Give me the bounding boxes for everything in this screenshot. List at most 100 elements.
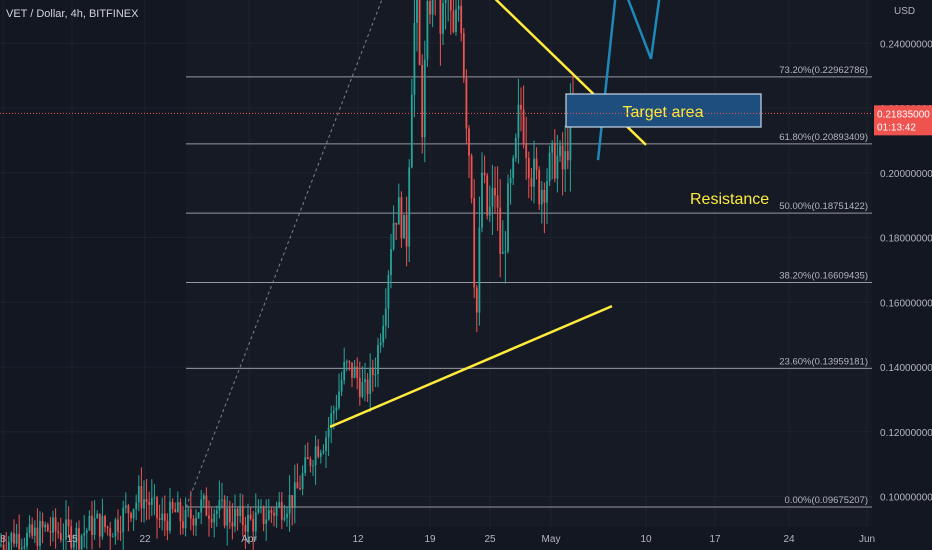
candle-body <box>98 513 101 537</box>
candle-body <box>226 508 229 526</box>
candle-body <box>384 308 387 326</box>
target-area-label: Target area <box>623 104 704 121</box>
candle-body <box>382 325 385 343</box>
candle-body <box>13 533 15 544</box>
candle-body <box>548 152 551 182</box>
current-price-tag <box>874 105 932 136</box>
projection-arrow <box>596 0 661 161</box>
candle-body <box>163 513 166 521</box>
candle-body <box>387 275 390 309</box>
candle-body <box>559 145 561 156</box>
candle-body <box>72 542 75 548</box>
candle-body <box>270 510 273 513</box>
candle-body <box>397 197 400 225</box>
candle-body <box>408 167 411 247</box>
candle-body <box>153 497 156 499</box>
candle-body <box>343 361 346 381</box>
candle-body <box>390 249 392 276</box>
candle-body <box>312 465 314 467</box>
candle-body <box>468 128 470 156</box>
candle-body <box>538 170 541 205</box>
candle-body <box>319 452 322 457</box>
candle-body <box>200 499 203 513</box>
candle-body <box>564 151 567 170</box>
candle-body <box>501 251 504 254</box>
candle-body <box>527 158 530 179</box>
candle-body <box>330 413 333 428</box>
candle-body <box>52 517 54 533</box>
x-tick-label: 24 <box>783 534 795 545</box>
candle-body <box>244 524 247 532</box>
candle-body <box>288 495 291 514</box>
y-tick-label: 0.20000000 <box>880 169 932 180</box>
drawings: Target area Resistance <box>0 0 872 508</box>
candle-body <box>283 517 286 520</box>
candle-body <box>377 344 379 374</box>
candle-body <box>512 158 515 179</box>
fib-label: 0.00%(0.09675207) <box>785 495 868 506</box>
candle-body <box>234 509 236 527</box>
candle-body <box>210 518 213 523</box>
candle-body <box>28 524 31 533</box>
candle-body <box>187 509 190 511</box>
candle-body <box>348 361 351 363</box>
candle-body <box>540 189 543 205</box>
candle-body <box>106 526 109 529</box>
target-area-box <box>565 93 762 128</box>
candle-body <box>41 520 44 528</box>
candle-body <box>351 362 353 378</box>
candle-body <box>117 519 119 532</box>
candle-body <box>122 507 125 532</box>
candle-body <box>174 509 177 513</box>
candle-body <box>262 506 265 524</box>
candle-body <box>371 367 374 376</box>
candle-body <box>533 158 535 187</box>
candle-body <box>356 366 359 378</box>
candle-body <box>421 64 424 138</box>
candle-body <box>395 222 398 225</box>
candle-body <box>543 189 546 203</box>
candle-body <box>499 207 502 254</box>
candle-body <box>449 0 452 11</box>
candle-body <box>486 175 489 216</box>
candle-body <box>218 500 221 511</box>
fib-label: 61.80%(0.20893409) <box>779 132 868 143</box>
candle-body <box>247 514 249 532</box>
candle-body <box>517 104 520 138</box>
candle-body <box>286 513 288 518</box>
candle-body <box>70 526 73 548</box>
candle-body <box>78 527 80 550</box>
candles <box>0 0 577 550</box>
candle-body <box>260 506 262 509</box>
candle-body <box>197 512 200 518</box>
candle-body <box>309 458 312 466</box>
y-tick-label: 0.18000000 <box>880 234 932 245</box>
candle-body <box>426 0 429 60</box>
candle-body <box>366 379 369 395</box>
candle-body <box>304 457 307 474</box>
candle-body <box>231 522 234 527</box>
candle-body <box>400 197 403 239</box>
x-axis: 8 15 22 Apr 12 19 25 May 10 17 24 Jun <box>0 534 875 545</box>
x-tick-label: 12 <box>352 534 364 545</box>
candle-body <box>509 178 512 184</box>
candle-body <box>423 59 426 138</box>
candle-body <box>535 158 538 171</box>
candle-body <box>280 502 283 520</box>
candle-body <box>36 527 39 546</box>
candle-body <box>481 172 483 228</box>
candle-body <box>93 518 96 536</box>
fib-label: 23.60%(0.13959181) <box>779 356 868 367</box>
candle-body <box>20 547 23 550</box>
candle-body <box>166 520 169 531</box>
current-price-label: 0.21835000 <box>877 109 930 120</box>
fib-label: 38.20%(0.16609435) <box>779 271 868 282</box>
candle-body <box>530 178 533 187</box>
candle-body <box>439 0 442 34</box>
candle-body <box>39 520 41 546</box>
candle-body <box>7 541 10 550</box>
candle-body <box>182 521 184 529</box>
candle-body <box>127 505 130 514</box>
